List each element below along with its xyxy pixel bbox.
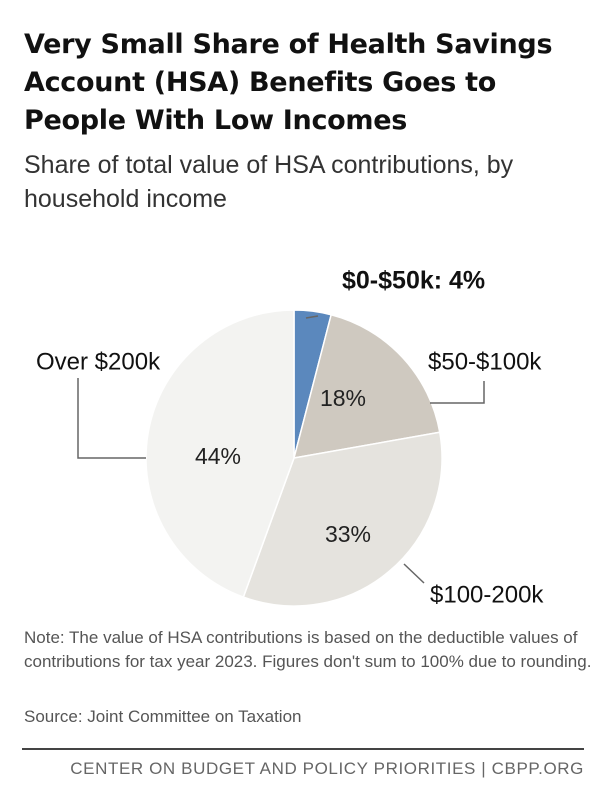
- pie-slices: [145, 309, 443, 607]
- chart-subtitle: Share of total value of HSA contribution…: [24, 151, 514, 213]
- leader-line-50-100k: [430, 381, 485, 404]
- slice-label-50-100k: $50-$100k: [428, 348, 542, 375]
- leader-line-over-200k: [77, 378, 146, 459]
- pie-chart: $0-$50k: 4% 18% $50-$100k 33% $100-200k 44% Ov…: [36, 267, 544, 609]
- chart-note: Note: The value of HSA contributions is …: [24, 628, 592, 671]
- footer-credit: CENTER ON BUDGET AND POLICY PRIORITIES |…: [70, 759, 584, 778]
- leader-lines: [77, 315, 485, 584]
- slice-value-100-200k: 33%: [325, 521, 371, 547]
- chart-title: Very Small Share of Health Savings Accou…: [24, 29, 553, 136]
- slice-value-over-200k: 44%: [195, 443, 241, 469]
- pie-slice-50-100k: [292, 313, 441, 459]
- slice-label-0-50k: $0-$50k: 4%: [342, 267, 485, 295]
- slice-label-over-200k: Over $200k: [36, 348, 161, 375]
- pie-slice-over-200k: [145, 309, 295, 599]
- leader-line-0-50k: [305, 315, 319, 319]
- footer-divider: [22, 748, 584, 750]
- pie-slice-100-200k: [242, 431, 443, 607]
- chart-source: Source: Joint Committee on Taxation: [24, 707, 302, 726]
- leader-line-100-200k: [403, 563, 425, 584]
- slice-value-50-100k: 18%: [320, 385, 366, 411]
- slice-labels: $0-$50k: 4% 18% $50-$100k 33% $100-200k 44% Ov…: [36, 267, 544, 609]
- slice-label-100-200k: $100-200k: [430, 581, 544, 608]
